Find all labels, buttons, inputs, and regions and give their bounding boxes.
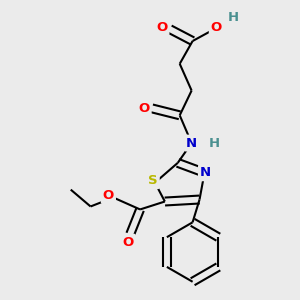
Text: O: O [156,21,167,34]
Text: N: N [200,166,211,179]
Text: O: O [123,236,134,249]
Text: H: H [209,136,220,150]
Text: H: H [228,11,239,24]
Text: O: O [103,189,114,202]
Text: O: O [138,102,150,115]
Text: O: O [211,21,222,34]
Text: S: S [148,174,158,187]
Text: N: N [186,136,197,150]
